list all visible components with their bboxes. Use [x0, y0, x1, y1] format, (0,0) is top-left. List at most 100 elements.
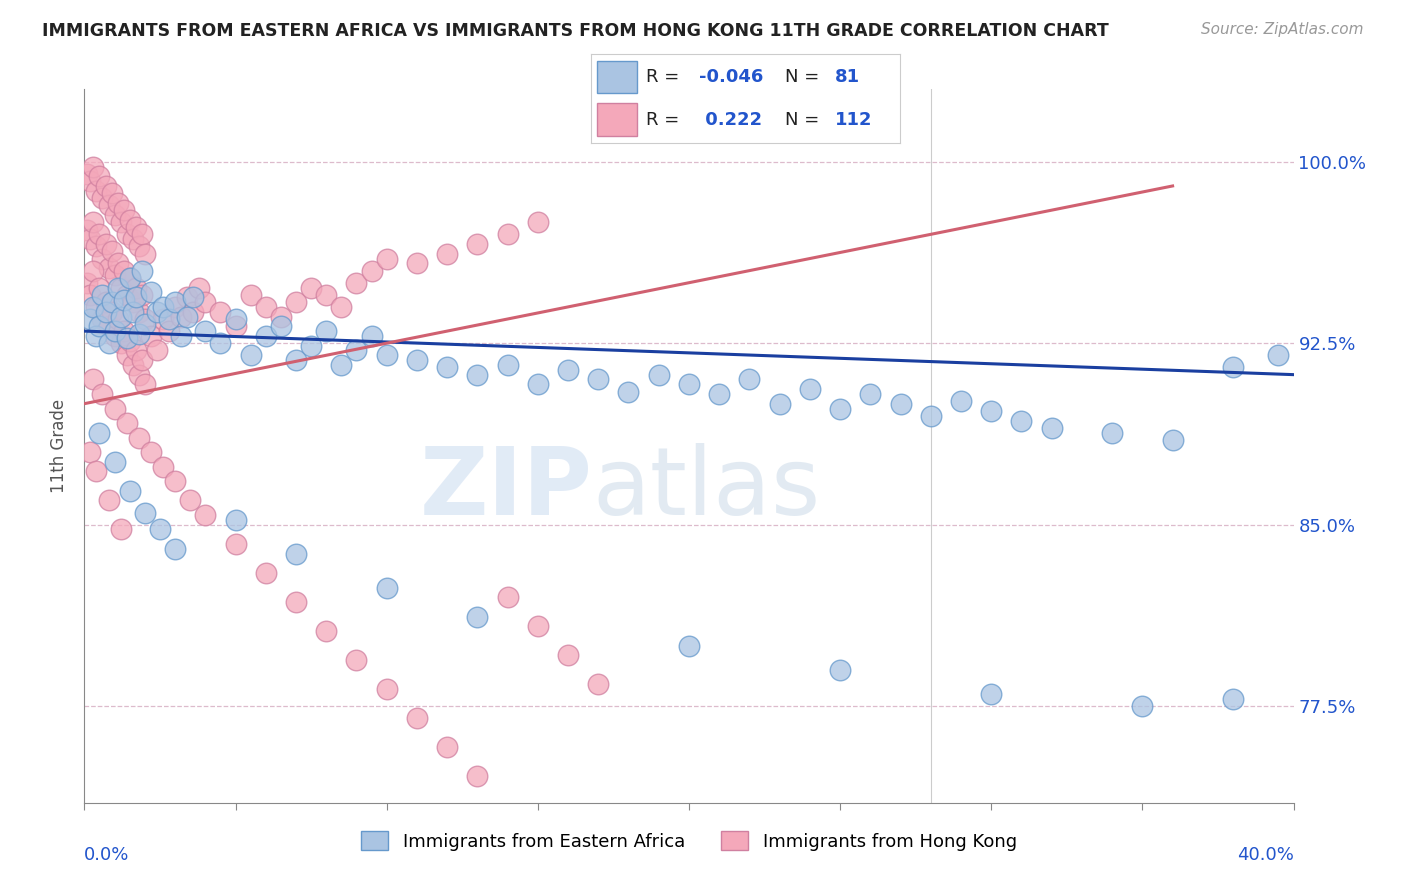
Point — [79, 174, 101, 188]
Point — [115, 416, 138, 430]
Point — [239, 348, 262, 362]
Text: 0.222: 0.222 — [699, 111, 762, 128]
Point — [94, 178, 117, 193]
Point — [89, 425, 111, 440]
Point — [239, 288, 262, 302]
Point — [496, 590, 519, 604]
Point — [89, 227, 111, 242]
Y-axis label: 11th Grade: 11th Grade — [51, 399, 69, 493]
Point — [346, 343, 368, 358]
Point — [79, 288, 101, 302]
Text: ZIP: ZIP — [419, 442, 592, 535]
Point — [225, 319, 247, 334]
Point — [146, 343, 169, 358]
Point — [110, 336, 132, 351]
Point — [86, 239, 108, 253]
Point — [165, 474, 187, 488]
Point — [375, 252, 398, 266]
Point — [209, 304, 232, 318]
Point — [107, 280, 129, 294]
Point — [82, 372, 104, 386]
Point — [285, 595, 308, 609]
Point — [406, 711, 429, 725]
Point — [86, 184, 108, 198]
Point — [527, 215, 550, 229]
Text: -0.046: -0.046 — [699, 68, 763, 86]
Point — [1011, 414, 1033, 428]
Point — [112, 324, 135, 338]
Point — [125, 290, 148, 304]
Point — [176, 310, 198, 324]
Point — [121, 295, 143, 310]
Text: R =: R = — [647, 111, 685, 128]
Point — [131, 353, 153, 368]
Point — [527, 619, 550, 633]
Point — [496, 227, 519, 242]
Point — [149, 523, 172, 537]
Point — [107, 312, 129, 326]
Point — [82, 300, 104, 314]
Point — [115, 227, 138, 242]
Point — [194, 508, 217, 522]
Text: 112: 112 — [835, 111, 872, 128]
Point — [107, 256, 129, 270]
Text: 0.0%: 0.0% — [84, 846, 129, 863]
Point — [97, 261, 120, 276]
Point — [115, 331, 138, 345]
Point — [360, 329, 382, 343]
Point — [225, 513, 247, 527]
Point — [134, 317, 156, 331]
Point — [82, 215, 104, 229]
Point — [128, 431, 150, 445]
Point — [299, 338, 322, 352]
Point — [375, 348, 398, 362]
Point — [94, 237, 117, 252]
Point — [91, 312, 114, 326]
Point — [170, 329, 193, 343]
Point — [97, 198, 120, 212]
Point — [115, 288, 138, 302]
Point — [91, 252, 114, 266]
Point — [97, 336, 120, 351]
Point — [648, 368, 671, 382]
Point — [100, 244, 122, 259]
Point — [121, 358, 143, 372]
Point — [107, 195, 129, 210]
Point — [1161, 433, 1184, 447]
Text: IMMIGRANTS FROM EASTERN AFRICA VS IMMIGRANTS FROM HONG KONG 11TH GRADE CORRELATI: IMMIGRANTS FROM EASTERN AFRICA VS IMMIGR… — [42, 22, 1109, 40]
Point — [118, 271, 141, 285]
Point — [110, 523, 132, 537]
Point — [134, 506, 156, 520]
Point — [859, 387, 882, 401]
Point — [139, 285, 162, 300]
Point — [557, 648, 579, 663]
Point — [97, 319, 120, 334]
Point — [128, 239, 150, 253]
Point — [125, 343, 148, 358]
Point — [97, 493, 120, 508]
Point — [104, 208, 127, 222]
Point — [254, 329, 277, 343]
Point — [285, 547, 308, 561]
Point — [1040, 421, 1063, 435]
Point — [285, 353, 308, 368]
Point — [527, 377, 550, 392]
Point — [588, 677, 610, 691]
Point — [118, 212, 141, 227]
Point — [375, 581, 398, 595]
Point — [76, 276, 98, 290]
Point — [131, 263, 153, 277]
Point — [118, 271, 141, 285]
Point — [270, 319, 292, 334]
Point — [194, 324, 217, 338]
Point — [82, 263, 104, 277]
Point — [176, 290, 198, 304]
Point — [617, 384, 640, 399]
Text: Source: ZipAtlas.com: Source: ZipAtlas.com — [1201, 22, 1364, 37]
Point — [100, 295, 122, 310]
Point — [79, 312, 101, 326]
Text: 40.0%: 40.0% — [1237, 846, 1294, 863]
Point — [254, 300, 277, 314]
Point — [152, 459, 174, 474]
Point — [82, 160, 104, 174]
